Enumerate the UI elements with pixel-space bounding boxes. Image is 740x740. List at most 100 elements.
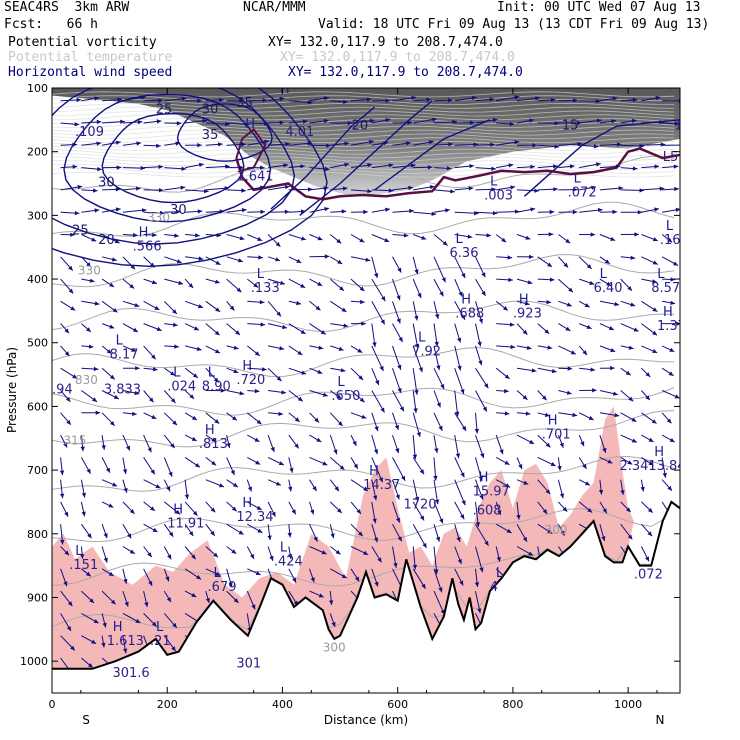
wind-vector-head: [580, 441, 585, 447]
wind-vector-head: [112, 482, 118, 487]
wind-vector-head: [64, 328, 69, 334]
wind-vector-head: [601, 536, 606, 541]
wind-vector-head: [109, 374, 115, 380]
wind-vector-head: [523, 480, 529, 485]
wind-vector-head: [577, 141, 583, 147]
wind-vector-head: [612, 209, 618, 215]
y-tick-label: 300: [27, 209, 48, 222]
wind-vector-head: [484, 383, 489, 389]
wind-vector-head: [80, 554, 85, 559]
wind-vector-head: [170, 398, 176, 403]
wind-vector-head: [244, 122, 250, 127]
wind-vector-head: [301, 370, 307, 375]
wind-vector-head: [68, 265, 73, 271]
wind-vector-head: [122, 469, 128, 474]
wind-vector-head: [256, 419, 262, 425]
extremum-value: 11.91: [167, 516, 204, 531]
wind-vector-head: [559, 493, 565, 499]
wind-vector-head: [211, 437, 217, 442]
wind-vector-head: [433, 475, 438, 481]
wind-vector-head: [627, 460, 633, 465]
wind-vector-head: [358, 375, 364, 380]
extremum-value: 8.90: [202, 380, 231, 395]
wind-vector-head: [151, 280, 157, 285]
wind-vector-head: [450, 189, 455, 194]
extremum-marker: H: [173, 502, 183, 517]
extremum-value: .072: [568, 185, 597, 200]
wind-vector-head: [109, 282, 115, 287]
wind-vector-head: [439, 291, 444, 297]
wind-speed-contour: [374, 119, 491, 191]
wind-vector-head: [374, 426, 379, 432]
wind-vector-head: [124, 601, 129, 607]
legend-pv-name: Potential vorticity: [8, 35, 157, 50]
wind-vector-head: [628, 345, 634, 350]
wind-speed-label: 20: [352, 118, 369, 133]
wind-vector: [371, 345, 384, 372]
wind-vector-head: [547, 529, 553, 534]
theta-contour: [52, 144, 675, 151]
wind-vector-head: [560, 530, 565, 536]
wind-vector-head: [103, 533, 108, 539]
wind-vector-head: [639, 143, 644, 149]
wind-vector-head: [120, 119, 125, 124]
wind-vector-head: [573, 98, 578, 103]
wind-vector-head: [572, 412, 578, 418]
wind-vector-head: [317, 369, 323, 374]
theta-contour: [52, 133, 675, 140]
wind-vector-head: [241, 188, 246, 193]
wind-vector-head: [436, 402, 441, 408]
extremum-marker: H: [205, 423, 215, 438]
wind-vector-head: [385, 207, 390, 212]
wind-vector-head: [172, 420, 177, 426]
wind-vector-head: [497, 510, 502, 515]
wind-vector-head: [479, 494, 484, 500]
x-tick-label: 200: [157, 698, 178, 711]
wind-vector-head: [276, 311, 281, 317]
wind-vector-head: [97, 166, 102, 172]
wind-vector-head: [439, 518, 444, 524]
legend-wind-xy: XY= 132.0,117.9 to 208.7,474.0: [288, 65, 523, 80]
wind-vector-head: [569, 164, 575, 169]
wind-vector-head: [63, 581, 68, 587]
wind-vector-head: [80, 446, 85, 452]
wind-vector-head: [365, 257, 371, 262]
y-tick-label: 200: [27, 146, 48, 159]
extremum-marker: L: [337, 375, 345, 390]
extremum-value: .003: [484, 188, 513, 203]
x-tick-label: 600: [387, 698, 408, 711]
wind-vector-head: [516, 514, 521, 520]
wind-vector-head: [545, 442, 551, 448]
extremum-value: 15.97: [473, 485, 510, 500]
wind-vector-head: [595, 99, 601, 104]
wind-vector-head: [492, 211, 498, 216]
wind-vector-head: [374, 581, 379, 587]
wind-vector-head: [598, 489, 604, 495]
wind-vector-head: [584, 303, 590, 308]
wind-vector-head: [134, 303, 140, 308]
wind-vector: [433, 256, 446, 283]
wind-vector-head: [652, 279, 657, 284]
extremum-value: 4.01: [285, 125, 314, 140]
wind-vector-head: [284, 209, 290, 214]
wind-vector-head: [233, 345, 239, 350]
wind-vector-head: [317, 281, 323, 286]
wind-vector-head: [159, 188, 164, 193]
wind-vector-head: [417, 293, 422, 298]
wind-vector-head: [615, 164, 621, 169]
wind-vector-head: [388, 188, 394, 193]
wind-vector-head: [210, 530, 215, 536]
wind-vector-head: [127, 533, 132, 539]
extremum-value: 14.37: [363, 478, 400, 493]
wind-vector-head: [522, 329, 528, 335]
wind-vector-head: [219, 209, 225, 214]
wind-vector-head: [526, 345, 532, 350]
wind-vector-head: [279, 120, 285, 125]
wind-vector-head: [549, 209, 555, 215]
wind-vector-head: [566, 390, 572, 395]
extremum-value: .720: [236, 373, 265, 388]
wind-vector-head: [660, 142, 666, 147]
wind-vector-head: [613, 391, 618, 396]
wind-vector-head: [396, 318, 401, 324]
wind-vector-head: [461, 273, 466, 278]
